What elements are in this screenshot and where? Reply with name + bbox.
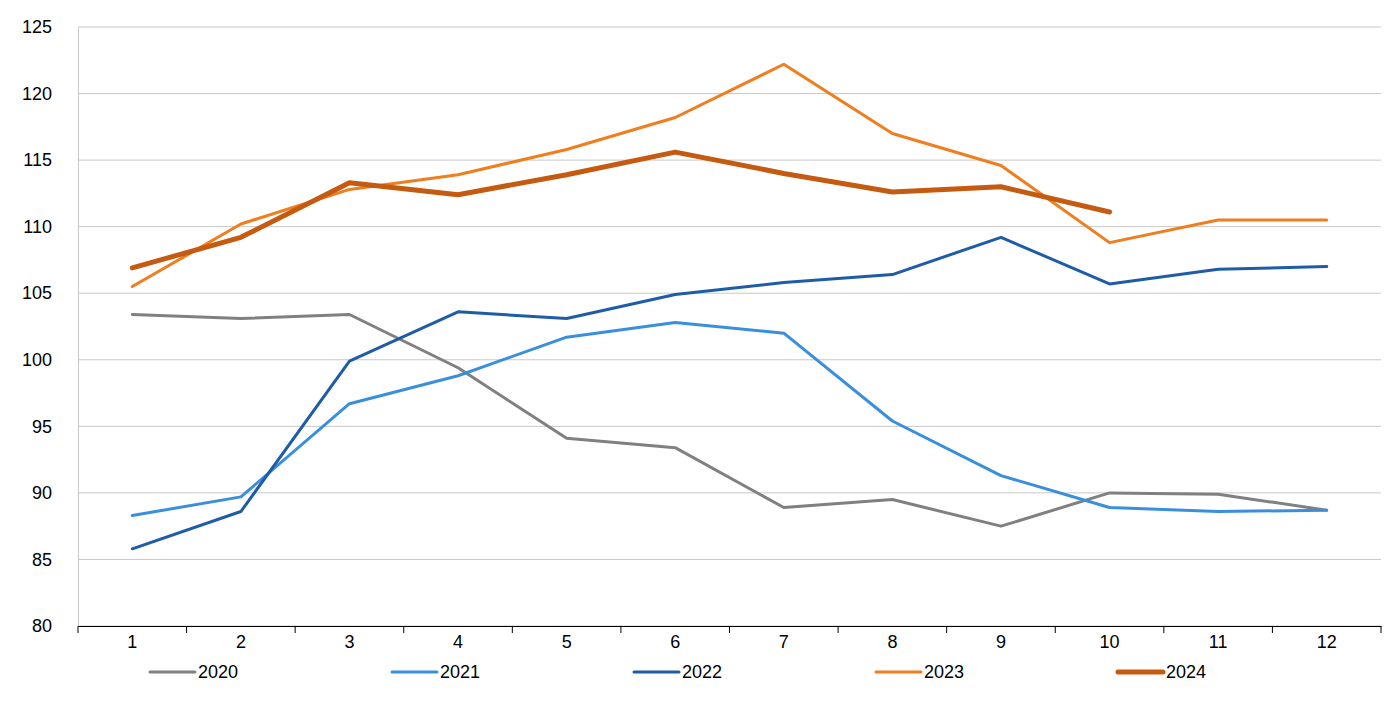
y-tick-label: 115: [23, 150, 52, 170]
chart: 8085909510010511011512012512345678910111…: [0, 0, 1400, 715]
y-tick: 85: [32, 550, 78, 570]
series-line: [132, 64, 1326, 286]
y-tick: 100: [22, 350, 78, 370]
grid-line: [78, 27, 1381, 28]
series-line: [132, 323, 1326, 516]
y-tick-label: 90: [32, 483, 52, 503]
y-axis: 80 85 90 95 100 105 110 115 120 125: [22, 17, 79, 636]
x-axis: 123456789101112: [79, 626, 1382, 652]
legend-item: 2023: [876, 662, 964, 682]
x-tick-label: 8: [887, 632, 897, 652]
legend-label: 2022: [682, 662, 722, 682]
x-tick-label: 7: [779, 632, 789, 652]
legend-swatch: [1118, 670, 1163, 675]
y-tick-label: 100: [22, 350, 52, 370]
x-tick: 2: [236, 626, 246, 652]
y-tick-label: 105: [22, 283, 52, 303]
legend-swatch: [392, 671, 437, 674]
x-tick: 3: [344, 626, 354, 652]
y-tick: 95: [32, 417, 78, 437]
category-divider: [838, 626, 839, 633]
y-tick: 115: [23, 150, 78, 170]
x-tick-label: 5: [562, 632, 572, 652]
category-divider: [1381, 626, 1382, 633]
legend-swatch: [150, 671, 195, 674]
series-line: [132, 152, 1109, 268]
legend-item: 2021: [392, 662, 480, 682]
category-divider: [946, 626, 947, 633]
category-divider: [1163, 626, 1164, 633]
series-line: [132, 315, 1326, 527]
x-tick-label: 9: [996, 632, 1006, 652]
legend-label: 2023: [924, 662, 964, 682]
y-axis-line: [78, 28, 79, 627]
x-tick-label: 2: [236, 632, 246, 652]
y-tick: 90: [32, 483, 78, 503]
y-tick-label: 120: [22, 84, 52, 104]
legend-swatch: [876, 671, 921, 674]
legend-item: 2020: [150, 662, 238, 682]
category-divider: [186, 626, 187, 633]
y-tick-label: 95: [32, 417, 52, 437]
category-divider: [403, 626, 404, 633]
x-tick: 12: [1317, 626, 1337, 652]
series-line: [132, 237, 1326, 548]
x-tick: 9: [996, 626, 1006, 652]
x-tick: 8: [887, 626, 897, 652]
x-tick: 1: [127, 626, 137, 652]
legend-label: 2020: [198, 662, 238, 682]
category-divider: [620, 626, 621, 633]
category-dividers: [78, 626, 1381, 633]
x-tick-label: 6: [670, 632, 680, 652]
x-tick: 4: [453, 626, 463, 652]
x-tick-label: 3: [344, 632, 354, 652]
legend-label: 2024: [1166, 662, 1206, 682]
category-divider: [78, 626, 79, 633]
y-tick: 120: [22, 84, 78, 104]
category-divider: [1055, 626, 1056, 633]
grid-line: [78, 93, 1381, 94]
x-tick: 11: [1209, 626, 1228, 652]
x-tick: 6: [670, 626, 680, 652]
y-tick-label: 110: [23, 217, 52, 237]
legend: 2020 2021 2022 2023 2024: [150, 662, 1206, 682]
category-divider: [1272, 626, 1273, 633]
grid: [78, 27, 1381, 626]
grid-line: [78, 559, 1381, 560]
legend-label: 2021: [440, 662, 480, 682]
x-tick: 10: [1100, 626, 1120, 652]
legend-item: 2024: [1118, 662, 1206, 682]
legend-swatch: [634, 671, 679, 674]
y-tick-label: 80: [32, 616, 52, 636]
x-tick-label: 10: [1100, 632, 1120, 652]
x-tick-label: 1: [127, 632, 137, 652]
x-tick: 7: [779, 626, 789, 652]
lines: [132, 64, 1326, 549]
y-tick-label: 85: [32, 550, 52, 570]
x-tick-label: 4: [453, 632, 463, 652]
x-tick-label: 12: [1317, 632, 1337, 652]
grid-line: [78, 359, 1381, 360]
y-tick: 80: [32, 616, 78, 636]
y-tick-label: 125: [22, 17, 52, 37]
x-tick: 5: [562, 626, 572, 652]
category-divider: [295, 626, 296, 633]
grid-line: [78, 293, 1381, 294]
category-divider: [729, 626, 730, 633]
y-tick: 125: [22, 17, 78, 37]
x-tick-label: 11: [1209, 632, 1228, 652]
category-divider: [512, 626, 513, 633]
grid-line: [78, 426, 1381, 427]
y-tick: 105: [22, 283, 78, 303]
y-tick: 110: [23, 217, 78, 237]
legend-item: 2022: [634, 662, 722, 682]
